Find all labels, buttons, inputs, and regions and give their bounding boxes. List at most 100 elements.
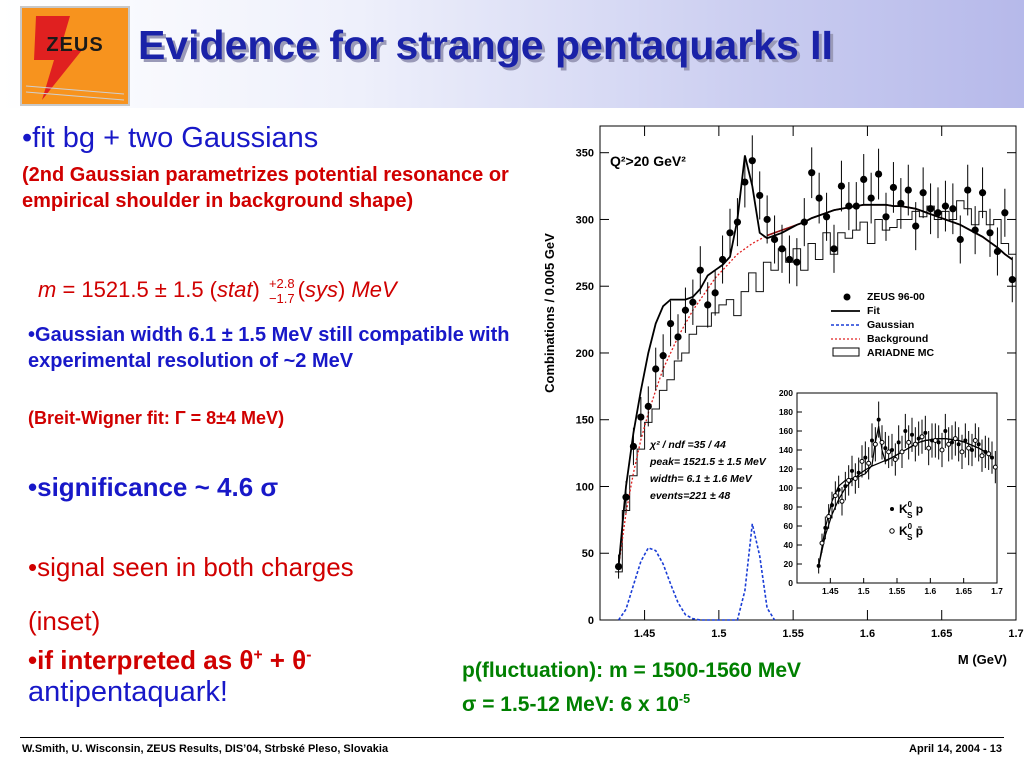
data-point — [852, 202, 860, 210]
bullet-dot: • — [22, 122, 33, 154]
inset-point-ksp — [836, 487, 841, 492]
inset-point-kspbar — [886, 449, 892, 455]
inset-x-tick-label: 1.55 — [889, 586, 906, 596]
data-point — [748, 157, 756, 165]
x-tick-label: 1.6 — [860, 628, 875, 640]
sig-text: significance ~ 4.6 σ — [37, 472, 279, 502]
data-point — [778, 245, 786, 253]
data-point — [912, 222, 920, 230]
inset-point-ksp — [883, 446, 888, 451]
inset-frame — [796, 392, 998, 584]
formula-stat: stat — [217, 276, 253, 302]
inset-point-kspbar — [959, 449, 965, 455]
bullet-fit: •fit bg + two Gaussians (2nd Gaussian pa… — [22, 120, 532, 214]
inset-point-ksp — [916, 436, 921, 441]
data-point — [785, 255, 794, 264]
inset-point-kspbar — [966, 445, 972, 451]
inset-point-kspbar — [839, 498, 845, 504]
data-point — [726, 229, 734, 237]
data-point — [614, 562, 623, 571]
pfluct-line2: σ = 1.5-12 MeV: 6 x 10 — [462, 693, 679, 716]
inset-point-kspbar — [919, 434, 925, 440]
bullet-dot: • — [28, 645, 38, 675]
formula-close: ) — [252, 276, 260, 302]
inset-point-kspbar — [926, 445, 932, 451]
data-point — [733, 218, 742, 226]
q2-annotation: Q²>20 GeV² — [610, 153, 686, 169]
footer-left: W.Smith, U. Wisconsin, ZEUS Results, DIS… — [22, 743, 389, 755]
formula-sup: +2.8 — [268, 276, 295, 291]
inset-point-ksp — [936, 440, 941, 445]
inset-y-tick-label: 160 — [779, 426, 793, 436]
legend-marker — [832, 347, 860, 357]
data-point — [793, 258, 801, 266]
inset-point-ksp — [970, 448, 974, 452]
gaussian-curve — [617, 523, 776, 621]
inset-y-tick-label: 80 — [784, 502, 794, 512]
charges: •signal seen in both charges (inset) — [28, 540, 354, 648]
gaussian-width: •Gaussian width 6.1 ± 1.5 MeV still comp… — [28, 322, 518, 374]
y-tick-label: 50 — [582, 548, 594, 560]
legend-marker — [843, 293, 851, 301]
footer-divider — [20, 737, 1004, 738]
inset-y-tick-label: 0 — [788, 578, 793, 588]
inset-point-ksp — [963, 438, 968, 443]
inset-y-tick-label: 100 — [779, 483, 793, 493]
y-tick-label: 350 — [576, 148, 594, 160]
interp-minus: - — [306, 646, 312, 664]
x-tick-label: 1.65 — [931, 628, 952, 640]
inset-x-tick-label: 1.7 — [991, 586, 1003, 596]
inset-y-tick-label: 120 — [779, 464, 793, 474]
inset-x-tick-label: 1.6 — [924, 586, 936, 596]
legend-label: Background — [867, 333, 928, 345]
data-point — [1001, 209, 1009, 217]
data-point — [741, 178, 749, 186]
data-point — [822, 213, 831, 221]
data-point — [978, 189, 987, 197]
data-point — [659, 352, 667, 360]
fit-info-line: χ² / ndf =35 / 44 — [649, 439, 726, 451]
gw-text: Gaussian width 6.1 ± 1.5 MeV still compa… — [28, 324, 510, 372]
data-point — [986, 229, 994, 237]
data-point — [622, 493, 630, 501]
data-point — [704, 301, 712, 309]
data-point — [956, 235, 964, 244]
logo-text: ZEUS — [46, 34, 104, 56]
data-point — [993, 247, 1002, 256]
inset-point-ksp — [943, 429, 948, 433]
inset-point-ksp — [870, 438, 874, 443]
data-point — [904, 186, 912, 194]
inset-point-ksp — [983, 449, 988, 454]
inset-text: (inset) — [28, 606, 101, 636]
interp-plus: + — [253, 646, 263, 664]
formula-unit: MeV — [351, 276, 397, 302]
fluctuation-probability: p(fluctuation): m = 1500-1560 MeV σ = 1.… — [462, 656, 801, 719]
inset-point-ksp — [910, 432, 914, 437]
x-tick-label: 1.5 — [711, 628, 726, 640]
inset-point-ksp — [890, 448, 894, 452]
inset-point-kspbar — [932, 438, 938, 443]
inset-point-kspbar — [852, 476, 858, 481]
inset-point-kspbar — [872, 441, 878, 447]
bullet-dot: • — [28, 552, 38, 582]
y-axis-label: Combinations / 0.005 GeV — [542, 233, 557, 393]
breit-wigner: (Breit-Wigner fit: Γ = 8±4 MeV) — [28, 408, 285, 428]
lightning-icon — [25, 16, 125, 101]
mass-formula: m = 1521.5 ± 1.5 (stat) +2.8 −1.7 (sys) Me… — [38, 276, 397, 306]
y-tick-label: 100 — [576, 481, 594, 493]
formula-syserr: +2.8 −1.7 — [269, 276, 295, 306]
legend-label: Gaussian — [867, 319, 914, 331]
data-point — [874, 170, 883, 178]
data-point — [652, 365, 660, 373]
fit-text: fit bg + two Gaussians — [32, 122, 319, 154]
inset-point-ksp — [863, 455, 868, 460]
slide-title: Evidence for strange pentaquarks II — [138, 22, 833, 68]
inset-y-tick-label: 140 — [779, 445, 793, 455]
inset-legend-marker — [889, 528, 895, 534]
inset-y-tick-label: 200 — [779, 388, 793, 398]
inset-point-ksp — [976, 442, 981, 447]
inset-point-kspbar — [946, 441, 952, 447]
inset-point-ksp — [923, 430, 928, 435]
bullet-dot: • — [28, 472, 38, 502]
